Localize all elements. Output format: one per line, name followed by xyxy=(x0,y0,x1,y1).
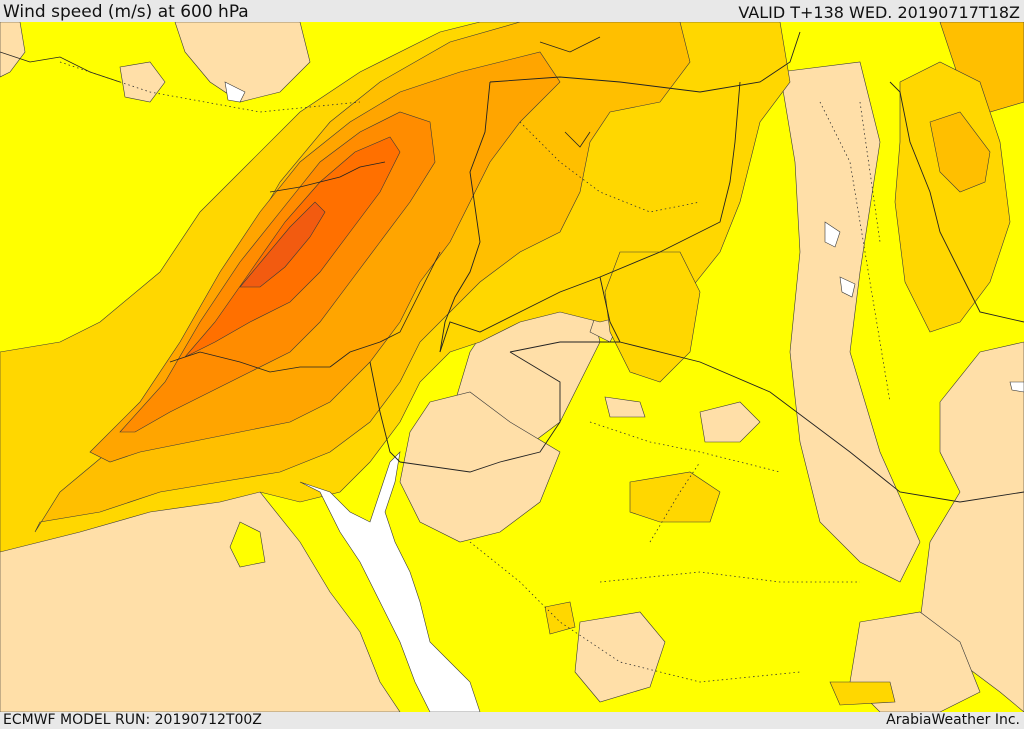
country-borders xyxy=(369,31,1024,503)
footer-bar: ECMWF MODEL RUN: 20190712T00Z ArabiaWeat… xyxy=(0,712,1024,729)
internal-boundaries xyxy=(59,61,891,683)
header-bar: Wind speed (m/s) at 600 hPa VALID T+138 … xyxy=(0,0,1024,22)
credit-label: ArabiaWeather Inc. xyxy=(886,712,1020,728)
valid-time-label: VALID T+138 WED. 20190717T18Z xyxy=(738,3,1020,22)
weak-wind-areas xyxy=(0,22,1024,712)
model-run-label: ECMWF MODEL RUN: 20190712T00Z xyxy=(3,712,262,728)
sea-areas xyxy=(224,81,1024,712)
wind-speed-map[interactable] xyxy=(0,22,1024,712)
coastlines xyxy=(0,36,601,373)
map-title: Wind speed (m/s) at 600 hPa xyxy=(3,2,249,22)
wind-band-7 xyxy=(239,201,326,288)
